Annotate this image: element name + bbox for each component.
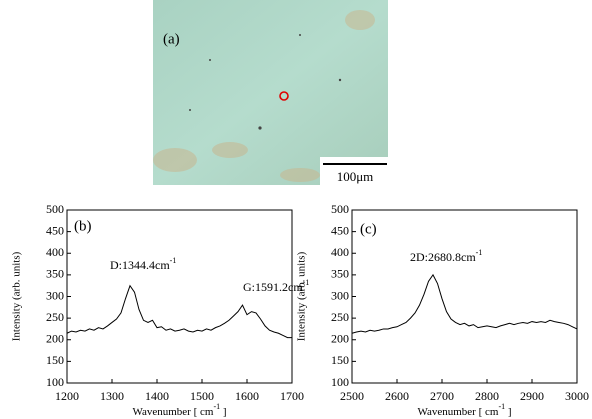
y-tick-label: 350 — [46, 267, 64, 281]
y-tick-label: 500 — [46, 202, 64, 216]
y-tick-label: 450 — [46, 223, 64, 237]
x-tick-label: 1600 — [235, 389, 259, 403]
measurement-spot — [279, 91, 289, 101]
x-axis-label-text: ] — [505, 406, 511, 418]
panel-label: (b) — [74, 218, 92, 234]
x-tick-label: 1400 — [145, 389, 169, 403]
y-tick-label: 250 — [331, 310, 349, 324]
x-tick-label: 1200 — [55, 389, 79, 403]
peak-annotation-sup: -1 — [170, 256, 177, 265]
x-tick-label: 1500 — [190, 389, 214, 403]
x-tick-label: 3000 — [565, 389, 589, 403]
x-tick-label: 2800 — [475, 389, 499, 403]
x-tick-label: 2600 — [385, 389, 409, 403]
x-tick-label: 2500 — [340, 389, 364, 403]
micrograph-texture — [153, 10, 375, 182]
x-axis-label: Wavenumber [ cm-1 ] — [132, 402, 226, 418]
x-tick-label: 2700 — [430, 389, 454, 403]
peak-annotation: D:1344.4cm-1 — [110, 256, 176, 272]
peak-annotation: G:1591.2cm-1 — [243, 278, 309, 294]
x-tick-label: 1700 — [280, 389, 304, 403]
y-tick-label: 100 — [46, 375, 64, 389]
y-tick-label: 100 — [331, 375, 349, 389]
x-tick-label: 2900 — [520, 389, 544, 403]
spectrum-line — [66, 284, 292, 339]
panel-label: (c) — [360, 221, 377, 237]
plot-frame — [351, 209, 578, 384]
x-axis-label-sup: -1 — [498, 402, 505, 411]
scale-label: 100μm — [337, 169, 374, 184]
scale-bar-background — [320, 157, 388, 185]
peak-annotation: 2D:2680.8cm-1 — [410, 248, 482, 264]
peak-annotation-sup: -1 — [303, 278, 310, 287]
y-tick-label: 250 — [46, 310, 64, 324]
y-tick-label: 450 — [331, 223, 349, 237]
peak-annotation-text: 2D:2680.8cm — [410, 250, 476, 264]
y-tick-label: 150 — [331, 353, 349, 367]
y-tick-label: 350 — [331, 267, 349, 281]
y-axis-label: Intensity (arb. units) — [11, 251, 23, 341]
x-axis-label-text: Wavenumber [ cm — [417, 406, 498, 418]
y-tick-label: 500 — [331, 202, 349, 216]
y-tick-label: 150 — [46, 353, 64, 367]
plot-frame — [66, 209, 293, 384]
y-tick-label: 200 — [46, 332, 64, 346]
y-axis-label: Intensity (arb. units) — [296, 251, 308, 341]
peak-annotation-text: D:1344.4cm — [110, 258, 170, 272]
spectrum-line — [351, 273, 578, 334]
y-tick-label: 300 — [46, 288, 64, 302]
x-tick-label: 1300 — [100, 389, 124, 403]
panel-label: (a) — [163, 31, 180, 47]
x-axis-label-text: ] — [220, 406, 226, 418]
y-tick-label: 300 — [331, 288, 349, 302]
peak-annotation-text: G:1591.2cm — [243, 280, 303, 294]
x-axis-label: Wavenumber [ cm-1 ] — [417, 402, 511, 418]
y-tick-label: 400 — [331, 245, 349, 259]
peak-annotation-sup: -1 — [476, 248, 483, 257]
x-axis-label-sup: -1 — [213, 402, 220, 411]
micrograph-specks — [189, 34, 342, 130]
y-tick-label: 400 — [46, 245, 64, 259]
y-tick-label: 200 — [331, 332, 349, 346]
x-axis-label-text: Wavenumber [ cm — [132, 406, 213, 418]
